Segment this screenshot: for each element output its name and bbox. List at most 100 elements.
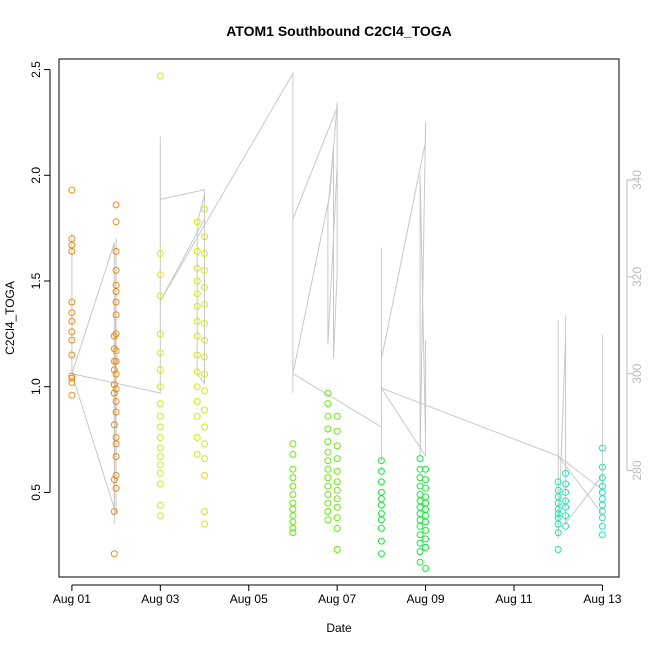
data-point [201, 205, 208, 213]
data-point [193, 290, 201, 298]
data-point [201, 440, 208, 448]
data-point [289, 491, 297, 498]
data-point [68, 298, 76, 306]
scatter-points [68, 72, 606, 572]
data-point [193, 351, 201, 359]
y2-tick-label: 280 [630, 460, 644, 480]
data-point [324, 491, 332, 498]
y2-tick-label: 320 [630, 267, 644, 287]
data-point [562, 488, 570, 496]
y-tick-label: 2.0 [29, 167, 43, 184]
data-point [193, 450, 201, 458]
data-point [112, 370, 120, 378]
data-point [110, 381, 118, 389]
data-point [422, 518, 430, 526]
data-point [193, 398, 201, 405]
data-point [377, 516, 385, 524]
data-point [110, 476, 118, 484]
data-point [554, 529, 562, 537]
data-point [377, 478, 385, 486]
data-point [324, 499, 332, 507]
data-point [324, 465, 332, 473]
data-point [156, 453, 164, 460]
data-point [333, 514, 341, 522]
data-point [112, 311, 120, 319]
data-point [598, 444, 606, 452]
data-point [201, 387, 208, 395]
data-point [416, 455, 424, 463]
data-point [112, 201, 120, 209]
data-point [193, 264, 201, 272]
data-point [377, 467, 385, 475]
data-point [598, 474, 606, 482]
data-point [333, 478, 341, 486]
data-point [112, 247, 120, 255]
data-point [193, 383, 201, 391]
chart-title: ATOM1 Southbound C2Cl4_TOGA [226, 23, 452, 39]
y-tick-label: 0.5 [29, 484, 43, 501]
secondary-line [71, 71, 603, 539]
data-point [333, 486, 341, 494]
data-point [156, 250, 164, 257]
data-point [156, 330, 164, 338]
data-point [333, 455, 341, 463]
data-point [324, 412, 332, 420]
data-point [416, 531, 424, 539]
series-1 [68, 186, 120, 558]
data-point [289, 474, 297, 482]
data-point [68, 247, 76, 255]
y-tick-label: 2.5 [29, 61, 43, 78]
data-point [289, 482, 297, 490]
data-point [554, 510, 562, 518]
data-point [201, 300, 208, 308]
data-point [112, 440, 120, 448]
secondary-line-series [71, 71, 603, 539]
data-point [156, 480, 164, 488]
data-point [554, 546, 562, 553]
data-point [324, 389, 332, 397]
data-point [112, 298, 120, 306]
data-point [68, 186, 76, 194]
data-point [333, 495, 341, 503]
data-point [562, 480, 570, 488]
data-point [201, 319, 208, 327]
data-point [156, 412, 164, 420]
data-point [598, 531, 606, 539]
data-point [289, 450, 297, 458]
data-point [201, 423, 208, 431]
data-point [68, 379, 76, 386]
x-axis-label: Date [326, 621, 352, 635]
data-point [68, 309, 76, 317]
data-point [333, 546, 341, 553]
data-point [112, 472, 120, 479]
data-point [110, 366, 118, 374]
data-point [324, 508, 332, 515]
data-point [377, 537, 385, 545]
data-point [112, 398, 120, 405]
data-point [110, 345, 118, 353]
data-point [156, 292, 164, 300]
data-point [377, 501, 385, 509]
data-point [110, 421, 118, 429]
data-point [156, 366, 164, 374]
y2-tick-label: 340 [630, 170, 644, 190]
data-point [201, 336, 208, 344]
data-point [193, 247, 201, 255]
data-point [68, 374, 76, 382]
data-point [289, 465, 297, 473]
data-point [422, 484, 430, 492]
data-point [112, 347, 120, 355]
data-point [156, 444, 164, 452]
data-point [156, 461, 164, 469]
data-point [193, 302, 201, 310]
data-point [377, 524, 385, 532]
data-point [156, 512, 164, 520]
data-point [598, 514, 606, 522]
data-point [68, 336, 76, 344]
data-point [156, 434, 164, 441]
data-point [422, 543, 430, 551]
plot-frame [58, 58, 620, 578]
data-point [562, 512, 570, 520]
data-point [193, 317, 201, 325]
data-point [289, 529, 297, 537]
